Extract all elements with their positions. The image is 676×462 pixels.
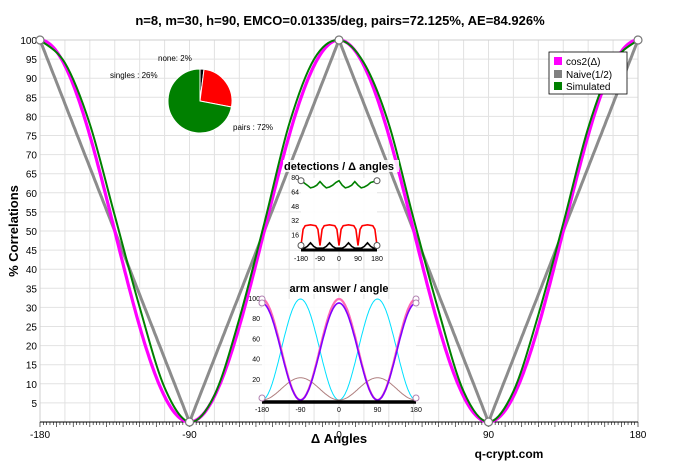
x-tick-label: -180 [30, 430, 50, 441]
main-series [35, 35, 643, 427]
arm-endpoint [412, 299, 420, 307]
y-axis-label: % Correlations [6, 185, 21, 277]
x-tick-label: 0 [336, 430, 342, 441]
detections-y-tick: 32 [291, 218, 299, 225]
y-tick-label: 90 [26, 74, 38, 85]
pie-slice [167, 68, 233, 134]
y-tick-label: 20 [26, 342, 38, 353]
legend-swatch-naive [554, 70, 562, 78]
detections-series-line [300, 223, 378, 246]
detections-endpoint [373, 177, 381, 185]
y-tick-label: 55 [26, 208, 38, 219]
y-tick-label: 35 [26, 284, 38, 295]
y-tick-label: 85 [26, 93, 38, 104]
endpoint-marker [184, 417, 195, 427]
arm-x-tick: 0 [337, 407, 341, 414]
detections-x-tick: 180 [371, 256, 383, 263]
arm-y-tick: 100 [248, 296, 260, 303]
y-tick-label: 30 [26, 303, 38, 314]
arm-endpoint [258, 394, 266, 402]
y-tick-label: 15 [26, 361, 38, 372]
x-tick-label: 180 [630, 430, 647, 441]
y-tick-label: 75 [26, 132, 38, 143]
arm-x-tick: -90 [295, 407, 305, 414]
y-tick-label: 5 [31, 399, 37, 410]
detections-y-tick: 64 [291, 189, 299, 196]
detections-inset: 16 32 48 64 80 -180 -90 0 90 180 [291, 175, 383, 263]
endpoint-marker [633, 35, 643, 45]
detections-x-tick: -90 [315, 256, 325, 263]
legend: cos2(Δ) Naive(1/2) Simulated [548, 51, 628, 95]
credit-text: q-crypt.com [475, 447, 544, 461]
x-axis: -180 -90 0 90 180 [30, 421, 647, 441]
y-tick-label: 95 [26, 55, 38, 66]
x-tick-label: -90 [182, 430, 197, 441]
arm-y-tick: 60 [252, 336, 260, 343]
y-tick-label: 10 [26, 380, 38, 391]
arm-x-tick: 180 [410, 407, 422, 414]
detections-x-tick: 0 [337, 256, 341, 263]
legend-label-cos2: cos2(Δ) [566, 57, 600, 68]
arm-y-tick: 20 [252, 377, 260, 384]
y-axis: 5 10 15 20 25 30 35 40 45 50 55 60 65 70 75 80 85 90 95 100 [20, 36, 37, 410]
arm-endpoint [412, 394, 420, 402]
arm-series-arm [261, 302, 417, 401]
y-tick-label: 65 [26, 170, 38, 181]
endpoint-marker [35, 35, 45, 45]
pie-label-pairs: pairs : 72% [233, 123, 273, 132]
legend-label-naive: Naive(1/2) [566, 70, 612, 81]
detections-y-tick: 80 [291, 175, 299, 182]
y-tick-label: 40 [26, 265, 38, 276]
detections-endpoint [297, 177, 305, 185]
y-tick-label: 100 [20, 36, 37, 47]
pie-slice [199, 68, 233, 108]
arm-y-tick: 80 [252, 316, 260, 323]
detections-inset-title: detections / Δ angles [284, 161, 394, 173]
x-tick-label: 90 [483, 430, 495, 441]
detections-y-tick: 16 [291, 233, 299, 240]
y-tick-label: 25 [26, 323, 38, 334]
detections-series-line [301, 241, 377, 249]
endpoint-marker [334, 35, 344, 45]
detections-x-tick: 90 [354, 256, 362, 263]
legend-swatch-simulated [554, 82, 562, 90]
arm-y-tick: 40 [252, 357, 260, 364]
detections-title-bg [283, 160, 399, 172]
arm-title-bg [296, 282, 384, 294]
y-tick-label: 50 [26, 227, 38, 238]
chart-title: n=8, m=30, h=90, EMCO=0.01335/deg, pairs… [135, 13, 545, 28]
arm-x-tick: 90 [374, 407, 382, 414]
y-tick-label: 70 [26, 151, 38, 162]
detections-x-tick: -180 [294, 256, 308, 263]
y-tick-label: 60 [26, 189, 38, 200]
arm-inset-title: arm answer / angle [289, 283, 388, 295]
pie-label-singles: singles : 26% [110, 71, 158, 80]
detections-inset-bg [301, 178, 377, 250]
pie-chart [167, 68, 233, 134]
y-tick-label: 80 [26, 112, 38, 123]
arm-x-tick: -180 [255, 407, 269, 414]
arm-endpoint [258, 299, 266, 307]
legend-label-simulated: Simulated [566, 82, 610, 93]
pie-label-none: none: 2% [158, 54, 192, 63]
arm-answer-inset: 20 40 60 80 100 -180 -90 0 90 180 [248, 295, 422, 414]
detections-series-line [300, 179, 378, 189]
detections-endpoint [373, 242, 381, 249]
arm-series-low [262, 377, 416, 401]
endpoint-marker [483, 417, 494, 427]
x-axis-label: Δ Angles [311, 431, 367, 446]
legend-swatch-cos2 [554, 57, 562, 65]
detections-y-tick: 48 [291, 204, 299, 211]
detections-endpoint [297, 242, 305, 249]
y-tick-label: 45 [26, 246, 38, 257]
